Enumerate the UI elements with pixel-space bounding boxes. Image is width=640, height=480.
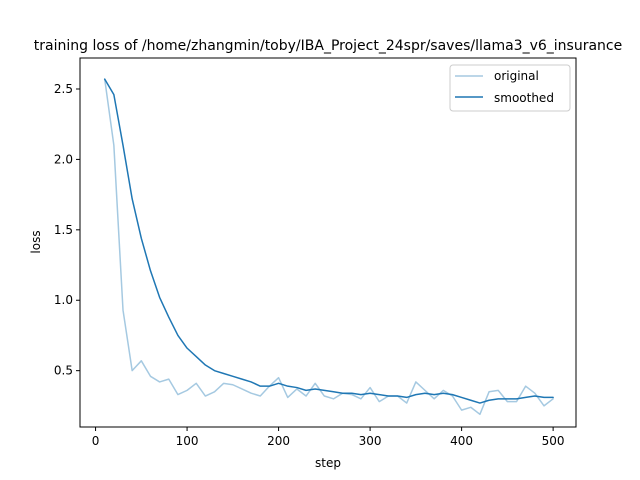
legend-box [449,64,571,112]
chart-title: training loss of /home/zhangmin/toby/IBA… [34,38,622,54]
x-axis-ticks: 0 100 200 300 400 500 [92,427,565,448]
legend-label-original: original [494,69,539,83]
y-tick-label: 2.5 [54,82,73,96]
series-layer [103,78,554,416]
plot-background [80,58,576,427]
x-tick-label: 200 [267,434,290,448]
x-tick-label: 400 [450,434,473,448]
y-axis-label: loss [29,230,43,253]
series-line-smoothed [103,78,554,404]
plot-area [79,57,577,428]
x-axis-label: step [315,456,341,470]
x-tick-label: 100 [176,434,199,448]
y-tick-label: 0.5 [54,364,73,378]
legend: original smoothed [449,64,571,112]
y-axis-ticks: 0.5 1.0 1.5 2.0 2.5 [54,82,80,378]
plot-frame [79,57,577,428]
y-tick-label: 1.0 [54,293,73,307]
x-tick-label: 0 [92,434,100,448]
legend-label-smoothed: smoothed [494,91,554,105]
x-tick-label: 500 [542,434,565,448]
y-tick-label: 2.0 [54,152,73,166]
series-line-original [103,78,554,416]
x-tick-label: 300 [359,434,382,448]
y-tick-label: 1.5 [54,223,73,237]
